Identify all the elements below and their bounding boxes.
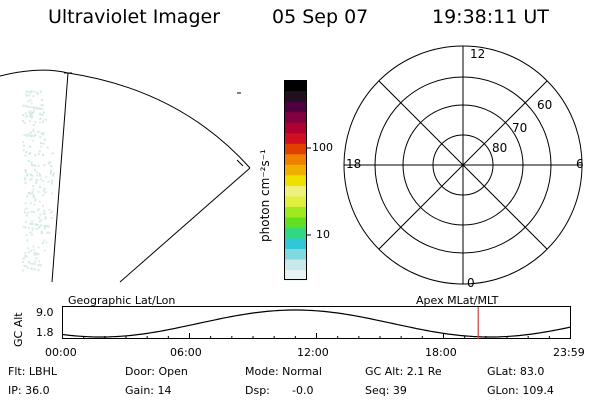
colorbar-band bbox=[284, 111, 307, 123]
filter-info: Flt: LBHL bbox=[8, 365, 57, 378]
dsp-value: -0.0 bbox=[292, 384, 314, 397]
x-tick-1200: 12:00 bbox=[297, 346, 329, 359]
colorbar-band bbox=[284, 227, 307, 239]
gc-alt-axis-label: GC Alt bbox=[12, 312, 25, 347]
x-tick-0000: 00:00 bbox=[45, 346, 77, 359]
lat-70-label: 70 bbox=[512, 121, 528, 135]
geographic-image-panel bbox=[0, 69, 251, 283]
time-label: 19:38:11 UT bbox=[432, 6, 549, 28]
x-tick-1800: 18:00 bbox=[425, 346, 457, 359]
date-label: 05 Sep 07 bbox=[272, 6, 369, 28]
colorbar-band bbox=[284, 258, 307, 271]
colorbar-band bbox=[284, 90, 307, 102]
instrument-title: Ultraviolet Imager bbox=[48, 6, 221, 28]
geographic-latlon-label: Geographic Lat/Lon bbox=[68, 294, 176, 307]
colorbar-band bbox=[284, 206, 307, 218]
colorbar-band bbox=[284, 248, 307, 260]
colorbar-band bbox=[284, 164, 307, 176]
colorbar-band bbox=[284, 143, 307, 155]
y-tick-top: 9.0 bbox=[36, 306, 54, 319]
colorbar-band bbox=[284, 216, 307, 228]
terminator-line bbox=[119, 167, 251, 283]
colorbar-tick-100: 100 bbox=[312, 141, 333, 154]
colorbar-band bbox=[284, 195, 307, 207]
mode-info: Mode: Normal bbox=[245, 365, 322, 378]
colorbar-band bbox=[284, 101, 307, 113]
altitude-timeseries-plot bbox=[62, 306, 571, 339]
diag-2 bbox=[378, 80, 548, 250]
glon-info: GLon: 109.4 bbox=[487, 384, 554, 397]
lat-60-label: 60 bbox=[537, 98, 553, 112]
x-tick-0600: 06:00 bbox=[170, 346, 202, 359]
colorbar-band bbox=[284, 237, 307, 250]
meridian-line bbox=[51, 72, 69, 283]
colorbar-band bbox=[284, 122, 307, 134]
door-info: Door: Open bbox=[125, 365, 188, 378]
altitude-curve bbox=[62, 309, 571, 338]
colorbar-band bbox=[284, 153, 307, 165]
seq-info: Seq: 39 bbox=[365, 384, 407, 397]
mlt-0-label: 0 bbox=[467, 276, 475, 290]
glat-info: GLat: 83.0 bbox=[487, 365, 545, 378]
colorbar-tick-10: 10 bbox=[316, 228, 330, 241]
colorbar-band bbox=[284, 185, 307, 197]
x-tick-2359: 23:59 bbox=[553, 346, 585, 359]
gc-alt-info: GC Alt: 2.1 Re bbox=[365, 365, 442, 378]
ip-info: IP: 36.0 bbox=[8, 384, 50, 397]
auroral-emission-speckles bbox=[22, 90, 55, 272]
colorbar-band bbox=[284, 80, 307, 92]
dsp-label: Dsp: bbox=[245, 384, 270, 397]
colorbar bbox=[284, 80, 311, 281]
colorbar-band bbox=[284, 132, 307, 144]
mlt-18-label: 18 bbox=[346, 157, 362, 171]
colorbar-band bbox=[284, 174, 307, 186]
y-tick-bottom: 1.8 bbox=[36, 326, 54, 339]
globe-limb-arc bbox=[0, 69, 251, 169]
apex-mlat-mlt-label: Apex MLat/MLT bbox=[416, 294, 499, 307]
colorbar-unit-label: photon cm⁻²s⁻¹ bbox=[258, 149, 272, 242]
mlt-12-label: 12 bbox=[470, 47, 486, 61]
lat-80-label: 80 bbox=[492, 141, 508, 155]
mlt-6-label: 6 bbox=[576, 157, 584, 171]
colorbar-band bbox=[284, 269, 307, 281]
polar-mlt-plot bbox=[343, 45, 583, 285]
gain-info: Gain: 14 bbox=[125, 384, 172, 397]
